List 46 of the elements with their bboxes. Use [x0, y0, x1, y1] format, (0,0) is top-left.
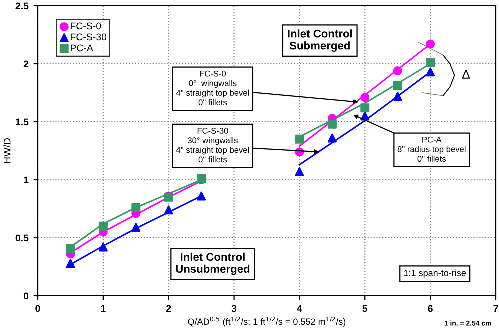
point: [360, 93, 370, 102]
x-tick-label: 5: [362, 305, 368, 312]
y-tick-label: 2: [24, 60, 29, 68]
y-tick-label: 1: [24, 176, 29, 184]
point: [132, 203, 141, 212]
y-tick-label: 0: [24, 292, 29, 300]
annotation: FC-S-0 0° wingwalls 4" straight top bevel 0" fillets: [176, 70, 250, 106]
annotation: FC-S-30 30° wingwalls 4" straight top bevel 0" fillets: [176, 128, 250, 163]
point: [328, 120, 337, 129]
point: [328, 134, 337, 143]
x-tick-label: 7: [494, 305, 498, 312]
point: [66, 244, 76, 253]
point: [197, 192, 206, 201]
point: [295, 134, 304, 144]
annotation: 1:1 span-to-rise: [404, 270, 466, 278]
x-tick-label: 3: [232, 305, 237, 312]
y-tick-label: 0.5: [16, 234, 29, 242]
x-tick-label: 6: [428, 305, 433, 312]
point: [66, 259, 76, 268]
annotation: Δ: [462, 70, 470, 79]
x-tick-label: 4: [297, 305, 302, 312]
legend-label: FC-S-0: [71, 22, 102, 30]
point: [426, 68, 436, 77]
legend-label: FC-S-30: [71, 34, 107, 41]
point: [393, 66, 402, 76]
y-tick-label: 1.5: [16, 118, 29, 126]
y-axis-title: HW/D: [4, 138, 11, 164]
annotation: PC-A 8" radius top bevel 0" fillets: [398, 136, 466, 162]
x-tick-label: 0: [36, 305, 40, 312]
point: [98, 242, 108, 252]
annotation: Inlet Control Submerged: [288, 30, 352, 52]
text: Q/AD$^{0.5}$ (ft$^{1/2}$/s; 1 ft$^{1/2}$/s = 0.552 m$^{1/2}$/s): [188, 316, 346, 327]
point: [426, 58, 436, 68]
annotation: Inlet Control Unsubmerged: [176, 252, 250, 276]
point: [393, 82, 402, 91]
y-tick-label: 2.5: [16, 2, 29, 10]
x-tick-label: 1: [101, 305, 106, 312]
point: [393, 92, 402, 101]
legend-label: PC-A: [71, 44, 94, 52]
point: [426, 40, 436, 49]
x-tick-label: 2: [166, 305, 172, 312]
point: [295, 167, 304, 176]
point: [132, 223, 141, 232]
point: [164, 206, 174, 215]
point: [360, 104, 370, 113]
point: [98, 222, 108, 231]
